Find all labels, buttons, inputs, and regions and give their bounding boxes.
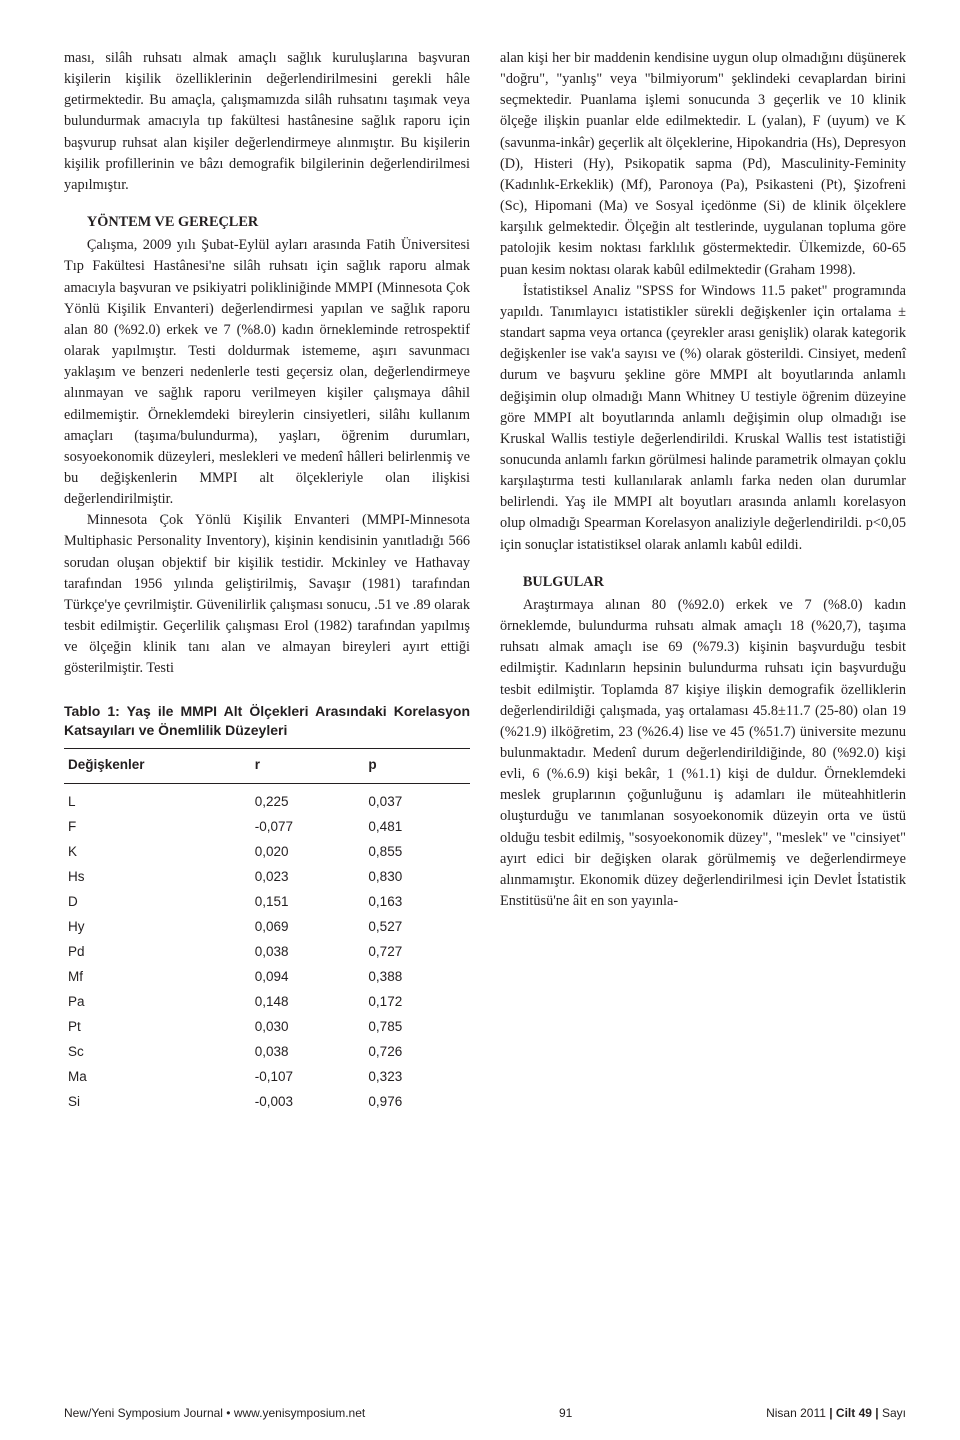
table-row: L0,2250,037 (64, 784, 470, 815)
table-row: Ma-0,1070,323 (64, 1064, 470, 1089)
footer-right: Nisan 2011 | Cilt 49 | Sayı (766, 1406, 906, 1420)
table-row: Pd0,0380,727 (64, 939, 470, 964)
table-row: Pt0,0300,785 (64, 1014, 470, 1039)
section-heading-methods: YÖNTEM VE GEREÇLER (64, 212, 470, 233)
table-row: Si-0,0030,976 (64, 1089, 470, 1114)
table-row: Sc0,0380,726 (64, 1039, 470, 1064)
table1: Değişkenler r p L0,2250,037F-0,0770,481K… (64, 748, 470, 1114)
left-para2: Çalışma, 2009 yılı Şubat-Eylül ayları ar… (64, 235, 470, 510)
footer-page-number: 91 (559, 1406, 572, 1420)
right-column: alan kişi her bir maddenin kendisine uyg… (500, 48, 906, 1114)
section-heading-results: BULGULAR (500, 572, 906, 593)
table-row: Pa0,1480,172 (64, 989, 470, 1014)
left-column: ması, silâh ruhsatı almak amaçlı sağlık … (64, 48, 470, 1114)
table-row: F-0,0770,481 (64, 815, 470, 840)
right-para3: Araştırmaya alınan 80 (%92.0) erkek ve 7… (500, 595, 906, 912)
table1-head-r: r (251, 749, 365, 784)
footer-left: New/Yeni Symposium Journal • www.yenisym… (64, 1406, 365, 1420)
table1-head-p: p (364, 749, 470, 784)
table1-title: Tablo 1: Yaş ile MMPI Alt Ölçekleri Aras… (64, 702, 470, 741)
table-row: K0,0200,855 (64, 840, 470, 865)
right-para1: alan kişi her bir maddenin kendisine uyg… (500, 48, 906, 281)
table-row: Hy0,0690,527 (64, 914, 470, 939)
right-para2: İstatistiksel Analiz "SPSS for Windows 1… (500, 281, 906, 556)
table-row: Mf0,0940,388 (64, 964, 470, 989)
left-para1: ması, silâh ruhsatı almak amaçlı sağlık … (64, 48, 470, 196)
page-footer: New/Yeni Symposium Journal • www.yenisym… (64, 1406, 906, 1420)
table-row: Hs0,0230,830 (64, 865, 470, 890)
table-row: D0,1510,163 (64, 890, 470, 915)
table1-head-var: Değişkenler (64, 749, 251, 784)
left-para3: Minnesota Çok Yönlü Kişilik Envanteri (M… (64, 510, 470, 679)
